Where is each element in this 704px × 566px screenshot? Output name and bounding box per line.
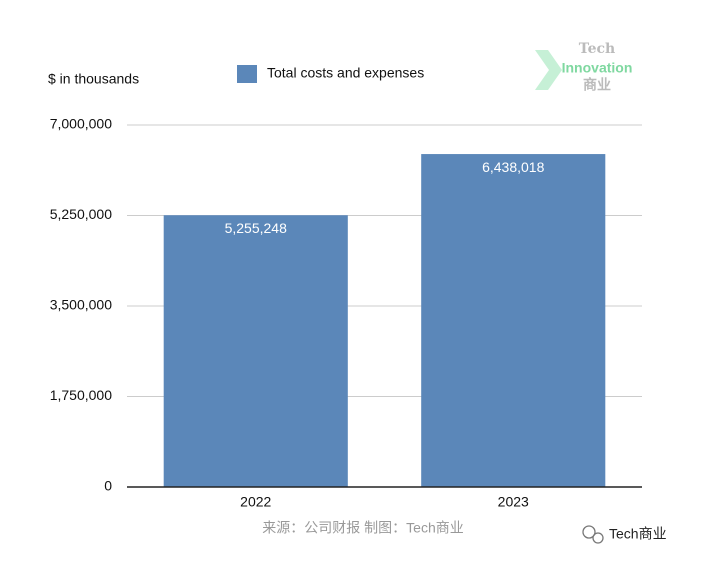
y-tick-label: 0 xyxy=(104,478,112,494)
logo-name: 商业 xyxy=(583,77,611,93)
bar xyxy=(421,154,606,487)
data-label: 5,255,248 xyxy=(225,220,287,236)
y-tick-label: 7,000,000 xyxy=(50,116,112,132)
logo-subtitle: Innovation xyxy=(562,60,633,76)
legend-swatch xyxy=(237,65,257,83)
logo-chevron xyxy=(535,50,562,90)
y-tick-label: 5,250,000 xyxy=(50,206,112,222)
logo-title: Tech xyxy=(579,41,615,57)
legend-label: Total costs and expenses xyxy=(267,65,424,81)
footer-brand: Tech商业 xyxy=(582,525,667,544)
brand-text: Tech商业 xyxy=(609,526,667,542)
brand-icon xyxy=(582,525,596,539)
x-tick-label: 2022 xyxy=(240,494,271,510)
bar xyxy=(163,215,348,487)
y-axis-label: $ in thousands xyxy=(48,71,139,87)
data-label: 6,438,018 xyxy=(482,159,544,175)
y-tick-label: 1,750,000 xyxy=(50,387,112,403)
y-tick-label: 3,500,000 xyxy=(50,297,112,313)
brand-icon xyxy=(592,532,604,544)
x-tick-label: 2023 xyxy=(498,494,529,510)
watermark-logo: Tech Innovation 商业 xyxy=(535,41,632,93)
source-note: 来源：公司财报 制图：Tech商业 xyxy=(262,520,463,536)
